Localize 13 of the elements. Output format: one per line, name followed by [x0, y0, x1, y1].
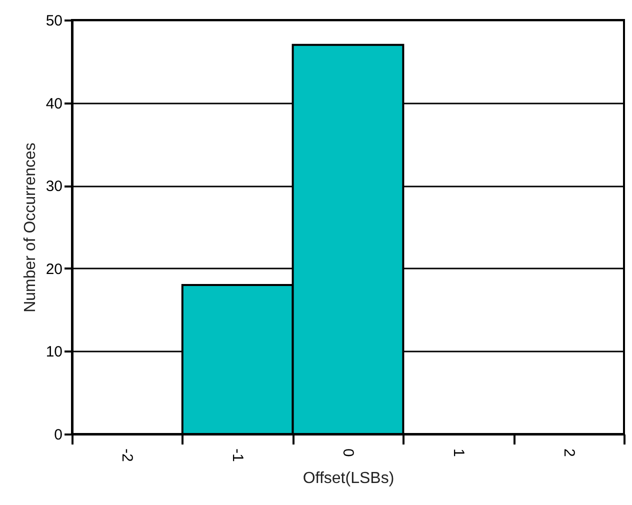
y-tick-label: 20: [46, 260, 62, 278]
y-tick-label: 10: [46, 344, 62, 361]
y-tick-label: 50: [46, 12, 62, 30]
y-tick-label: 30: [46, 178, 62, 196]
x-axis-title: Offset(LSBs): [302, 470, 394, 487]
x-tick-label: -2: [118, 448, 136, 462]
x-tick-label: 1: [450, 448, 467, 457]
x-tick-label: 2: [560, 448, 578, 457]
x-tick-label: 0: [340, 448, 356, 457]
y-tick-label: 0: [54, 426, 62, 444]
y-axis-title: Number of Occurrences: [22, 142, 39, 312]
y-tick-label: 40: [46, 95, 62, 112]
x-tick-label: -1: [229, 448, 246, 462]
